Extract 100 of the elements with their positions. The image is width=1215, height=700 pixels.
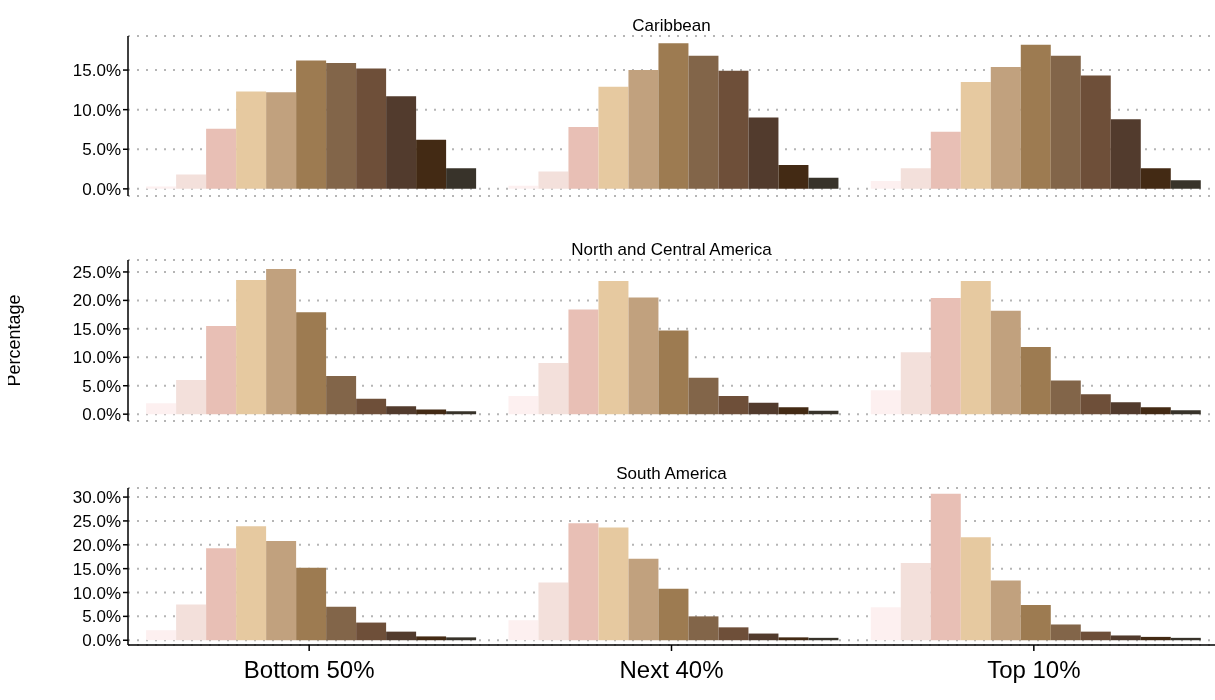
- bar: [900, 562, 931, 641]
- y-axis-title: Percentage: [4, 294, 25, 387]
- bar: [778, 165, 809, 189]
- bar: [778, 407, 809, 415]
- bar: [326, 376, 357, 415]
- bar: [658, 43, 689, 189]
- bar: [658, 588, 689, 641]
- bar: [990, 580, 1021, 641]
- x-tick-label: Top 10%: [987, 656, 1081, 684]
- bar: [146, 186, 177, 189]
- y-tick-label: 25.0%: [72, 262, 121, 282]
- bar: [206, 548, 237, 641]
- bar: [960, 537, 991, 641]
- y-tick-label: 0.0%: [82, 405, 121, 425]
- y-tick-label: 10.0%: [72, 583, 121, 603]
- bar: [416, 636, 447, 641]
- bar: [416, 139, 447, 189]
- bar: [538, 171, 569, 189]
- bar: [236, 279, 267, 415]
- bar: [296, 567, 327, 641]
- bar: [718, 70, 749, 189]
- bar: [176, 604, 207, 641]
- bar: [266, 92, 297, 189]
- y-tick-label: 25.0%: [72, 511, 121, 531]
- bar: [628, 297, 659, 415]
- bar: [1080, 631, 1111, 641]
- bar: [356, 622, 387, 641]
- bar: [1020, 44, 1051, 189]
- bar: [628, 70, 659, 189]
- y-tick-label: 5.0%: [82, 376, 121, 396]
- bar: [900, 168, 931, 189]
- bar: [446, 411, 477, 415]
- bar: [508, 395, 539, 415]
- x-tick-label: Bottom 50%: [243, 656, 375, 684]
- bar: [718, 627, 749, 641]
- bar: [1050, 55, 1081, 189]
- bar: [748, 402, 779, 415]
- y-tick-label: 30.0%: [72, 488, 121, 508]
- bar: [900, 352, 931, 415]
- y-tick-label: 10.0%: [72, 348, 121, 368]
- bar: [266, 269, 297, 415]
- bar: [206, 325, 237, 415]
- y-tick-label: 10.0%: [72, 100, 121, 120]
- bar: [296, 60, 327, 189]
- bar: [990, 310, 1021, 415]
- bar: [446, 637, 477, 641]
- bar: [1080, 75, 1111, 189]
- bar: [808, 177, 839, 189]
- bar: [1110, 402, 1141, 415]
- bar: [176, 380, 207, 415]
- bar: [1020, 347, 1051, 415]
- bar: [326, 62, 357, 189]
- bar: [688, 55, 719, 189]
- bar: [538, 362, 569, 415]
- bar: [266, 540, 297, 641]
- bar: [870, 607, 901, 641]
- y-tick-label: 5.0%: [82, 607, 121, 627]
- bar: [1140, 407, 1171, 415]
- bar: [386, 96, 417, 189]
- y-tick-label: 15.0%: [72, 559, 121, 579]
- bar: [688, 616, 719, 641]
- y-tick-label: 15.0%: [72, 61, 121, 81]
- bar: [568, 309, 599, 415]
- bar: [386, 631, 417, 641]
- bar: [930, 493, 961, 641]
- bar: [658, 330, 689, 415]
- y-tick-label: 20.0%: [72, 291, 121, 311]
- bar: [1170, 180, 1201, 189]
- bar: [446, 168, 477, 189]
- bar: [598, 281, 629, 415]
- bar: [356, 398, 387, 415]
- chart-title: Caribbean: [631, 16, 712, 36]
- bar: [778, 637, 809, 641]
- y-tick-label: 0.0%: [82, 631, 121, 651]
- bar: [568, 523, 599, 641]
- bar: [236, 526, 267, 641]
- bar: [960, 281, 991, 415]
- bar: [146, 403, 177, 415]
- bar: [1110, 635, 1141, 641]
- bar: [568, 127, 599, 189]
- bar: [1170, 410, 1201, 415]
- bar: [538, 582, 569, 641]
- bar: [718, 395, 749, 415]
- bar: [1140, 168, 1171, 189]
- bar: [236, 91, 267, 189]
- bar: [508, 185, 539, 189]
- bar: [930, 298, 961, 415]
- bar: [748, 117, 779, 189]
- bar: [990, 66, 1021, 189]
- chart-title: South America: [615, 464, 728, 484]
- chart-title: North and Central America: [570, 240, 773, 260]
- x-tick-label: Next 40%: [619, 656, 724, 684]
- bar: [1080, 394, 1111, 415]
- bar: [688, 377, 719, 415]
- bar: [296, 312, 327, 415]
- bar: [1020, 604, 1051, 641]
- bar: [386, 406, 417, 415]
- bar: [1110, 119, 1141, 189]
- bar: [508, 620, 539, 641]
- y-tick-label: 15.0%: [72, 319, 121, 339]
